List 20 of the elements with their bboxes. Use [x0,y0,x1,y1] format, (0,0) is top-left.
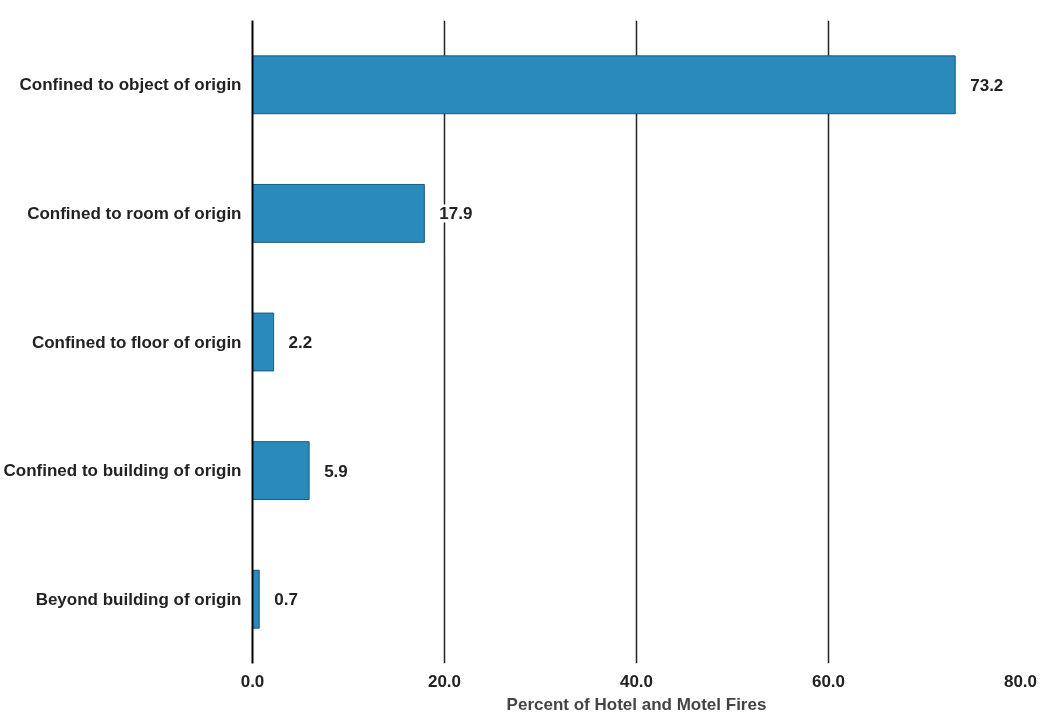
x-tick-label: 40.0 [619,671,654,691]
bar [252,441,310,501]
y-tick-label: Confined to room of origin [27,203,242,223]
x-axis-title: Percent of Hotel and Motel Fires [506,694,767,714]
x-tick-label: 80.0 [1003,671,1038,691]
x-tick-label: 0.0 [240,671,265,691]
data-label: 2.2 [288,333,313,352]
data-label: 17.9 [439,204,473,224]
y-tick-label: Confined to building of origin [3,461,242,481]
data-label: 5.9 [324,461,348,481]
x-tick-label: 60.0 [811,671,846,691]
bar [252,312,275,372]
bar [252,183,425,243]
bar [252,55,956,115]
data-label: 73.2 [970,75,1004,95]
x-tick-label: 20.0 [427,671,462,691]
y-tick-label: Beyond building of origin [35,589,242,609]
y-tick-label: Confined to floor of origin [31,332,242,352]
y-tick-label: Confined to object of origin [19,75,242,95]
data-label: 0.7 [274,590,298,610]
